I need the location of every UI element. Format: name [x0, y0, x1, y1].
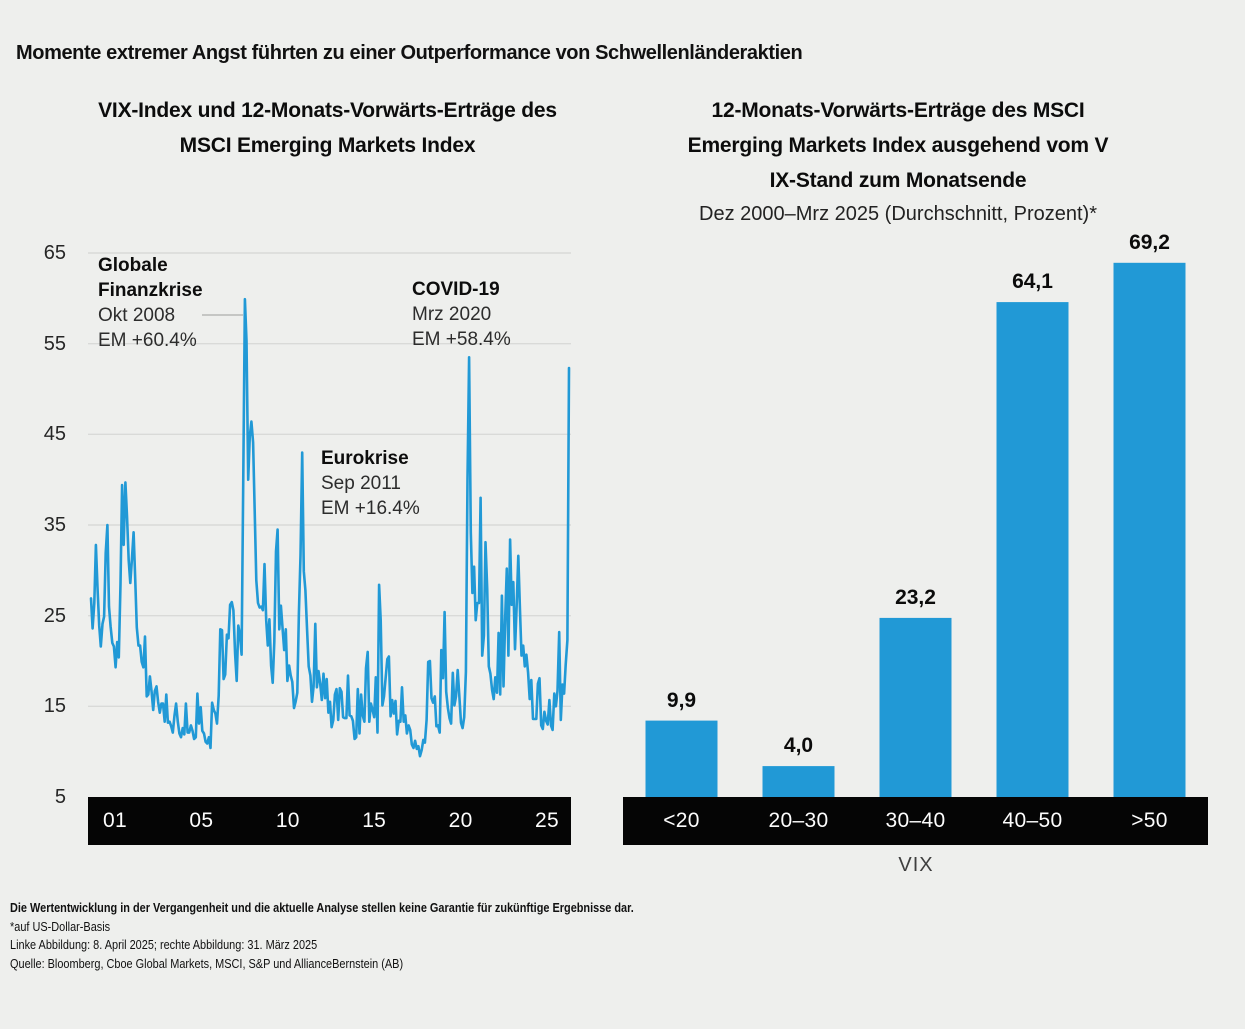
right-x-axis-band: <20 20–30 30–40 40–50 >50: [623, 797, 1208, 845]
x-category-label-4: >50: [1131, 809, 1168, 832]
bar-value-label-0: 9,9: [666, 688, 697, 712]
footnote-disclaimer: Die Wertentwicklung in der Vergangenheit…: [10, 900, 634, 915]
y-tick-label-45: 45: [43, 423, 66, 446]
y-tick-label-35: 35: [43, 513, 66, 536]
annotation-return: EM +60.4%: [98, 330, 197, 351]
y-tick-label-5: 5: [54, 786, 66, 808]
footnote-currency: *auf US-Dollar-Basis: [10, 918, 111, 934]
left-x-axis-band: 01 05 10 15 20 25: [88, 797, 571, 845]
right-chart-subtitle: Dez 2000–Mrz 2025 (Durchschnitt, Prozent…: [699, 203, 1097, 225]
y-tick-label-15: 15: [43, 695, 66, 718]
x-category-label-3: 40–50: [1002, 809, 1063, 832]
figure-title: Momente extremer Angst führten zu einer …: [16, 42, 803, 64]
annotation-date: Mrz 2020: [412, 304, 492, 325]
bar-value-label-3: 64,1: [1012, 270, 1053, 294]
bar->50: [1113, 262, 1186, 797]
right-x-axis-title: VIX: [898, 854, 934, 876]
annotation-title-line: Finanzkrise: [98, 280, 203, 301]
x-tick-label-01: 01: [103, 809, 127, 832]
x-tick-label-15: 15: [362, 809, 387, 832]
vix-line-series: [89, 297, 571, 758]
bar-value-label-2: 23,2: [895, 585, 936, 609]
x-category-label-1: 20–30: [768, 809, 829, 832]
bar-20–30: [762, 766, 835, 797]
footnotes: Die Wertentwicklung in der Vergangenheit…: [10, 899, 634, 973]
annotation-title-line: COVID-19: [412, 279, 500, 300]
x-category-label-2: 30–40: [885, 809, 946, 832]
left-chart-title: VIX-Index und 12-Monats-Vorwärts-Erträge…: [40, 93, 615, 163]
bar-40–50: [996, 302, 1069, 797]
y-tick-label-25: 25: [43, 604, 66, 627]
x-tick-label-20: 20: [448, 809, 473, 832]
x-category-label-0: <20: [663, 809, 700, 832]
right-chart-title-line1: 12-Monats-Vorwärts-Erträge des MSCI: [711, 99, 1085, 122]
left-chart-title-line2: MSCI Emerging Markets Index: [179, 134, 476, 157]
bar-<20: [645, 720, 718, 797]
annotation-return: EM +58.4%: [412, 329, 511, 350]
annotation-globale-finanzkrise: Globale Finanzkrise Okt 2008 EM +60.4%: [98, 253, 203, 353]
right-chart-title-line3: IX-Stand zum Monatsende: [769, 169, 1027, 192]
annotation-title-line: Eurokrise: [321, 448, 409, 469]
left-chart-title-line1: VIX-Index und 12-Monats-Vorwärts-Erträge…: [98, 99, 557, 122]
annotation-eurokrise: Eurokrise Sep 2011 EM +16.4%: [321, 446, 420, 521]
y-tick-label-55: 55: [43, 332, 66, 355]
bar-30–40: [879, 617, 952, 797]
x-tick-label-05: 05: [189, 809, 214, 832]
footnote-dates: Linke Abbildung: 8. April 2025; rechte A…: [10, 937, 318, 952]
footnote-source: Quelle: Bloomberg, Cboe Global Markets, …: [10, 955, 404, 971]
right-chart-title: 12-Monats-Vorwärts-Erträge des MSCI Emer…: [618, 93, 1178, 231]
x-tick-label-10: 10: [275, 809, 300, 832]
x-tick-label-25: 25: [535, 809, 559, 832]
annotation-title-line: Globale: [98, 255, 168, 276]
bar-value-label-1: 4,0: [783, 734, 814, 758]
annotation-return: EM +16.4%: [321, 498, 420, 519]
annotation-date: Okt 2008: [98, 305, 176, 326]
right-chart-title-line2: Emerging Markets Index ausgehend vom V: [687, 134, 1109, 157]
y-tick-label-65: 65: [43, 241, 66, 264]
annotation-date: Sep 2011: [321, 473, 401, 494]
bar-value-label-4: 69,2: [1129, 230, 1170, 254]
annotation-covid-19: COVID-19 Mrz 2020 EM +58.4%: [412, 277, 511, 352]
